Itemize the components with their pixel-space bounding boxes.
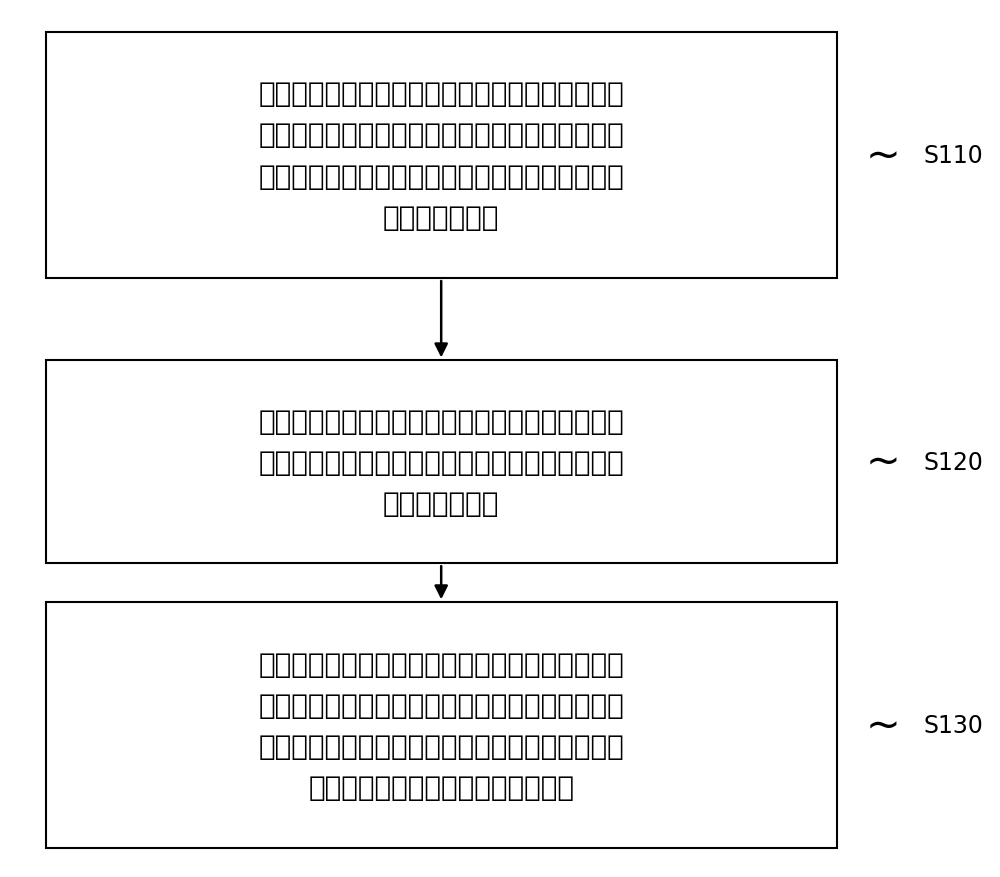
- Text: 接收所述目标网络录像机返回的响应信息，根据所
述响应信息，设置当前客户端与目标网络录像机的
管理关系，以供所述当前客户端基于所述管理关系
对所述目标网络录像机进: 接收所述目标网络录像机返回的响应信息，根据所 述响应信息，设置当前客户端与目标网…: [258, 650, 624, 802]
- Bar: [46, 602, 837, 848]
- Text: S130: S130: [924, 714, 984, 738]
- Text: S110: S110: [924, 144, 983, 168]
- Text: 在接收到当前客户端发送的目标网络录像机管理请
求的情况下，获取目标网络录像机的登录信息；其
中，所述当前客户端是指与当前网络录像机具有管
理关系的客户端: 在接收到当前客户端发送的目标网络录像机管理请 求的情况下，获取目标网络录像机的登…: [258, 80, 624, 232]
- Text: ~: ~: [866, 441, 901, 483]
- Text: 基于所述登录信息，发送登录请求至所述目标网络
录像机，以供所述目标网络录像机根据所述登录请
求确定响应信息: 基于所述登录信息，发送登录请求至所述目标网络 录像机，以供所述目标网络录像机根据…: [258, 407, 624, 517]
- Text: ~: ~: [866, 135, 901, 177]
- Bar: [46, 32, 837, 279]
- Bar: [46, 360, 837, 564]
- Text: ~: ~: [866, 704, 901, 746]
- Text: S120: S120: [924, 450, 984, 474]
